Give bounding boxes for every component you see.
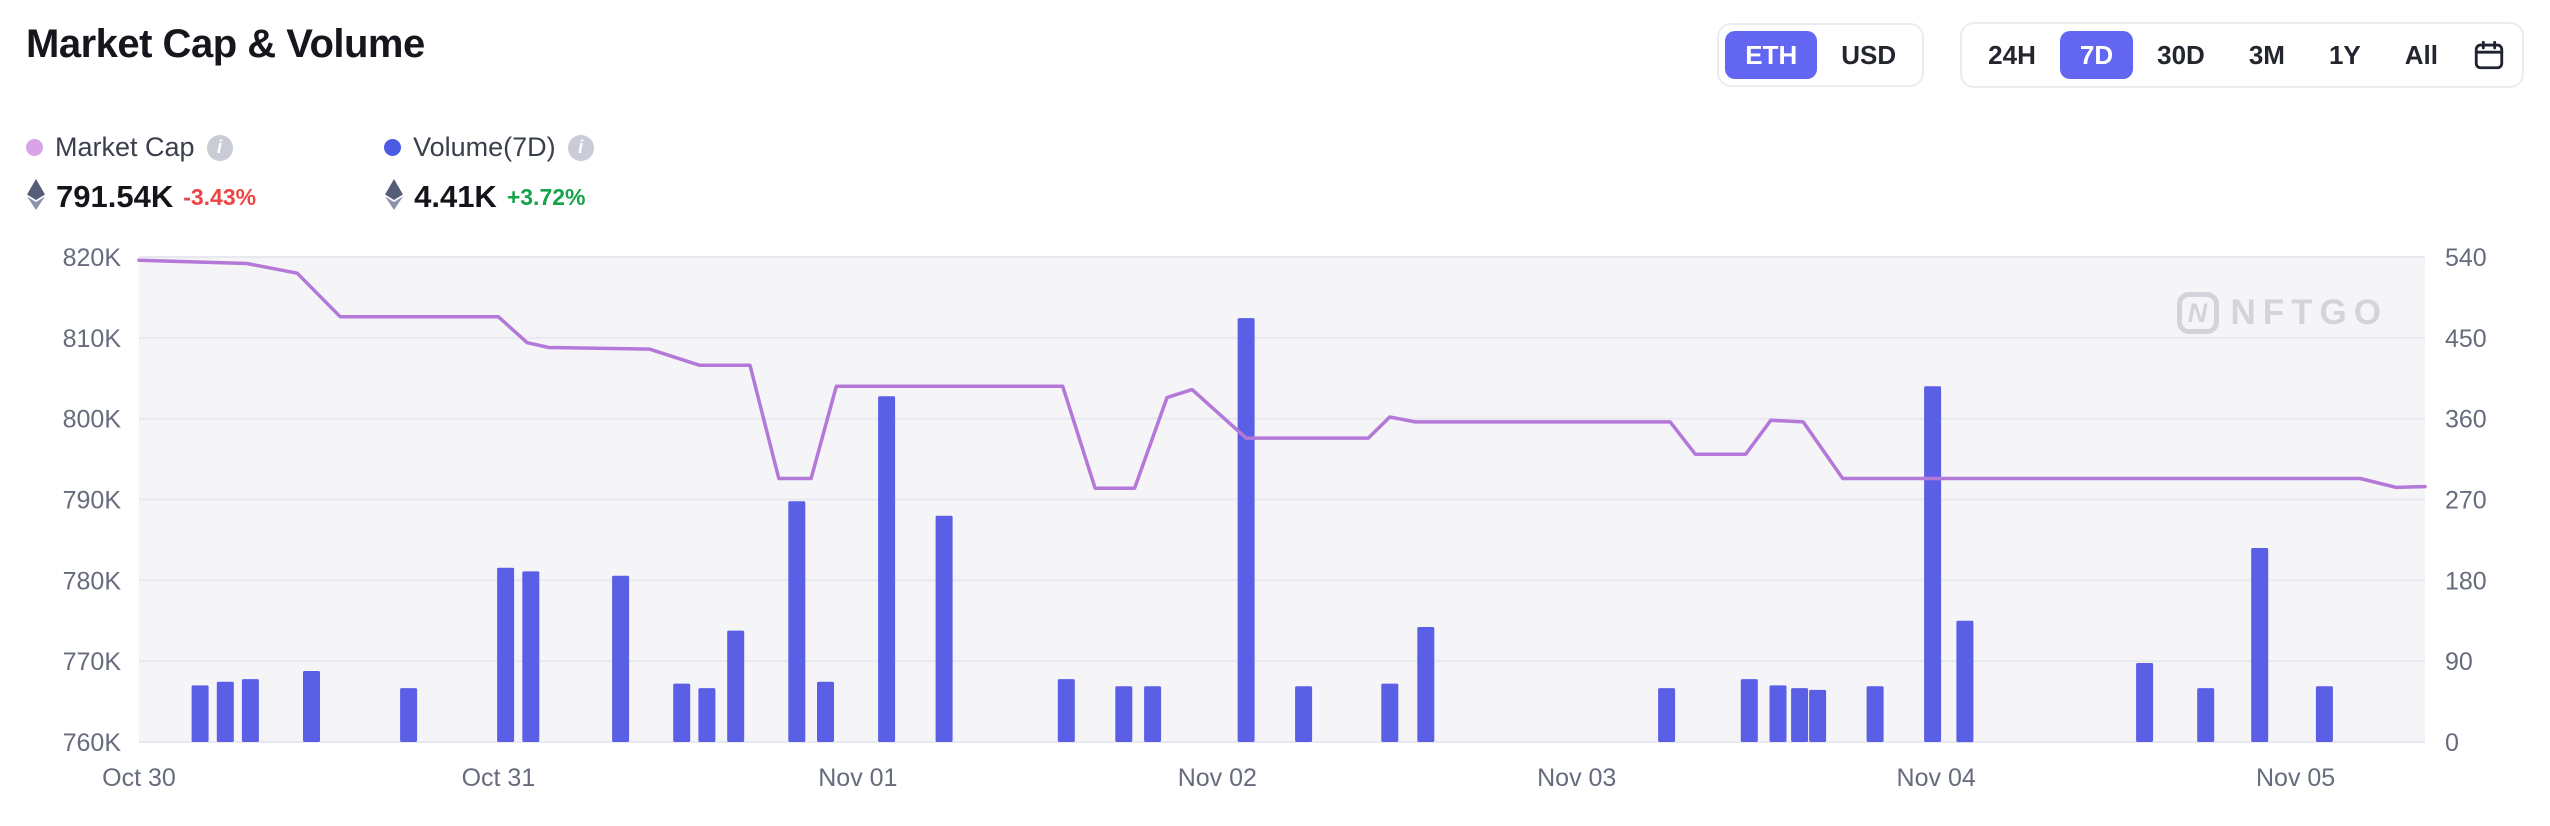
eth-icon (26, 179, 46, 215)
range-option-3m[interactable]: 3M (2229, 31, 2305, 79)
chart-svg[interactable]: 760K 770K 780K 790K 800K 810K 820K 0 90 180 270 360… (0, 240, 2550, 815)
svg-text:820K: 820K (63, 244, 122, 272)
volume-value-row: 4.41K +3.72% (384, 179, 594, 215)
volume-change: +3.72% (506, 183, 586, 210)
page-title: Market Cap & Volume (26, 22, 425, 66)
nftgo-logo-icon: N (2176, 292, 2219, 334)
legend-block: Market Cap i 791.54K -3.43% Volume(7D) i (26, 132, 2550, 215)
svg-text:790K: 790K (63, 487, 122, 515)
svg-text:180: 180 (2445, 567, 2487, 595)
nftgo-watermark: N NFTGO (2176, 292, 2388, 334)
svg-text:Oct 30: Oct 30 (102, 764, 176, 792)
svg-text:540: 540 (2445, 244, 2487, 272)
svg-text:450: 450 (2445, 325, 2487, 353)
svg-text:Nov 03: Nov 03 (1537, 764, 1616, 792)
svg-text:770K: 770K (63, 648, 122, 676)
topbar: Market Cap & Volume ETH USD 24H 7D 30D 3M 1Y A… (0, 0, 2550, 88)
market-cap-change: -3.43% (183, 183, 257, 210)
svg-text:810K: 810K (63, 325, 122, 353)
market-cap-info-icon[interactable]: i (206, 134, 233, 161)
svg-text:Nov 01: Nov 01 (818, 764, 897, 792)
legend-market-cap[interactable]: Market Cap i (26, 132, 256, 163)
currency-toggle: ETH USD (1717, 23, 1925, 87)
svg-text:780K: 780K (63, 567, 122, 595)
range-option-1y[interactable]: 1Y (2309, 31, 2381, 79)
legend-volume[interactable]: Volume(7D) i (384, 132, 594, 163)
range-option-all[interactable]: All (2385, 31, 2458, 79)
market-cap-label: Market Cap (55, 132, 195, 162)
market-cap-value-row: 791.54K -3.43% (26, 179, 256, 215)
eth-icon (384, 179, 404, 215)
market-cap-dot (26, 139, 43, 156)
range-option-30d[interactable]: 30D (2137, 31, 2225, 79)
range-buttons: 24H 7D 30D 3M 1Y All (1968, 31, 2458, 79)
svg-text:Oct 31: Oct 31 (462, 764, 536, 792)
watermark-text: NFTGO (2230, 293, 2388, 332)
volume-dot (384, 139, 402, 156)
range-option-7d[interactable]: 7D (2059, 31, 2134, 79)
volume-label: Volume(7D) (413, 132, 556, 162)
calendar-button[interactable] (2462, 30, 2516, 80)
range-option-24h[interactable]: 24H (1968, 31, 2056, 79)
svg-text:760K: 760K (63, 729, 122, 757)
range-toggle: 24H 7D 30D 3M 1Y All (1960, 22, 2524, 88)
currency-option-eth[interactable]: ETH (1725, 31, 1818, 79)
svg-text:Nov 02: Nov 02 (1178, 764, 1257, 792)
svg-text:Nov 05: Nov 05 (2256, 764, 2335, 792)
volume-info-icon[interactable]: i (567, 134, 594, 161)
calendar-icon (2474, 40, 2504, 70)
market-cap-value: 791.54K (56, 179, 174, 214)
svg-text:90: 90 (2445, 648, 2473, 676)
market-cap-series: Market Cap i 791.54K -3.43% (26, 132, 256, 215)
svg-text:Nov 04: Nov 04 (1897, 764, 1976, 792)
volume-value: 4.41K (414, 179, 497, 214)
controls: ETH USD 24H 7D 30D 3M 1Y All (1717, 22, 2524, 88)
svg-text:800K: 800K (63, 406, 122, 434)
svg-text:270: 270 (2445, 487, 2487, 515)
svg-text:0: 0 (2445, 729, 2459, 757)
currency-option-usd[interactable]: USD (1821, 31, 1916, 79)
volume-series: Volume(7D) i 4.41K +3.72% (384, 132, 594, 215)
svg-text:360: 360 (2445, 406, 2487, 434)
